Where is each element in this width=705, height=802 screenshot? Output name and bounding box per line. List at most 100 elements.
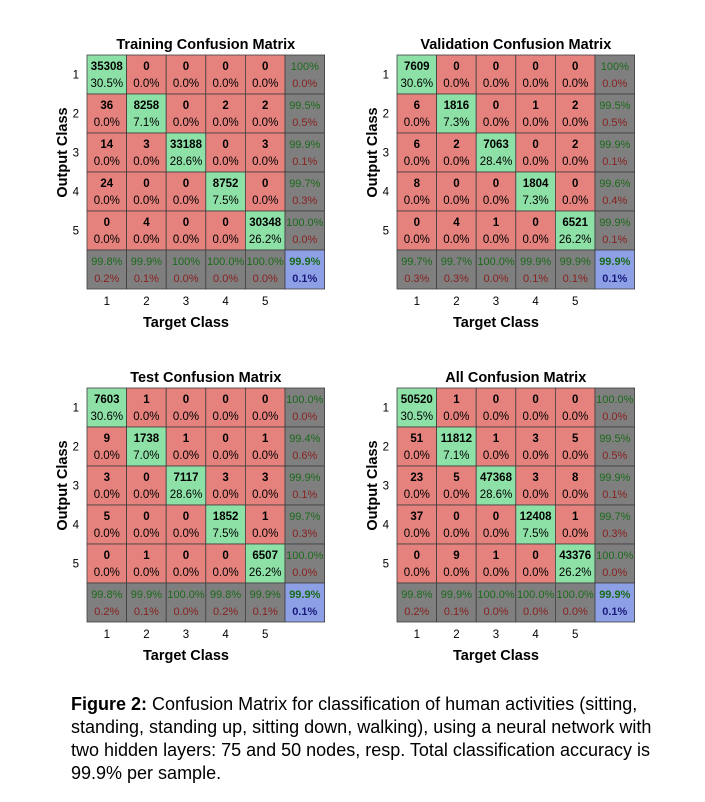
cell-value: 99.9%	[289, 472, 320, 484]
cell-value: 0	[453, 178, 459, 190]
matrix-cell-incorrect	[555, 387, 596, 428]
cell-value: 100.0%	[557, 589, 595, 601]
cell-value: 99.9%	[131, 589, 162, 601]
y-tick-label: 4	[73, 520, 80, 532]
cell-percent: 0.0%	[562, 450, 588, 462]
cell-value: 99.9%	[289, 589, 320, 601]
cell-percent: 0.0%	[94, 528, 120, 540]
row-summary-cell	[594, 543, 635, 584]
cell-value: 0	[222, 550, 228, 562]
cell-percent: 0.0%	[522, 117, 548, 129]
cell-percent: 0.3%	[602, 528, 627, 540]
chart-title: Test Confusion Matrix	[130, 370, 281, 386]
cell-value: 1	[143, 394, 150, 406]
cell-value: 8	[572, 472, 579, 484]
x-tick-label: 3	[183, 629, 189, 641]
cell-percent: 0.0%	[213, 273, 238, 285]
cell-value: 0	[532, 217, 538, 229]
cell-value: 99.8%	[91, 256, 122, 268]
cell-value: 5	[104, 511, 111, 523]
matrix-cell-incorrect	[436, 465, 477, 506]
cell-percent: 0.0%	[292, 234, 317, 246]
cell-percent: 0.0%	[173, 117, 199, 129]
cell-percent: 30.5%	[400, 411, 433, 423]
confusion-matrix-panel: Test Confusion Matrix760330.6%10.0%00.0%…	[55, 370, 325, 664]
cell-value: 5	[453, 472, 460, 484]
cell-percent: 0.0%	[212, 411, 238, 423]
cell-value: 0	[493, 100, 499, 112]
cell-percent: 0.0%	[602, 411, 627, 423]
cell-value: 1	[493, 217, 500, 229]
cell-value: 0	[572, 178, 578, 190]
matrix-cell-incorrect	[126, 171, 167, 212]
y-tick-label: 2	[383, 109, 389, 121]
column-summary-cell	[396, 249, 437, 290]
cell-percent: 0.0%	[133, 528, 159, 540]
cell-percent: 0.1%	[602, 273, 627, 285]
chart-title: Validation Confusion Matrix	[420, 37, 611, 53]
matrix-cell-correct	[205, 171, 246, 212]
y-tick-label: 2	[73, 109, 79, 121]
cell-percent: 0.0%	[94, 156, 120, 168]
cell-percent: 0.0%	[562, 78, 588, 90]
cell-percent: 7.1%	[133, 117, 159, 129]
cell-percent: 0.0%	[292, 411, 317, 423]
cell-value: 1	[143, 550, 150, 562]
confusion-matrix-panel: Training Confusion Matrix3530830.5%00.0%…	[55, 37, 325, 331]
overall-accuracy-cell	[594, 582, 635, 623]
y-axis-label: Output Class	[365, 440, 381, 530]
cell-percent: 0.0%	[443, 234, 469, 246]
x-tick-label: 5	[262, 296, 268, 308]
cell-percent: 28.4%	[480, 156, 513, 168]
matrix-cell-incorrect	[126, 54, 167, 95]
cell-percent: 0.2%	[94, 606, 119, 618]
cell-percent: 0.0%	[523, 606, 548, 618]
x-tick-label: 1	[104, 629, 110, 641]
cell-value: 7117	[174, 472, 199, 484]
cell-percent: 0.0%	[404, 195, 430, 207]
row-summary-cell	[284, 171, 325, 212]
cell-percent: 0.0%	[522, 234, 548, 246]
cell-percent: 0.0%	[212, 78, 238, 90]
y-tick-label: 1	[73, 403, 79, 415]
cell-percent: 0.1%	[134, 273, 159, 285]
cell-value: 99.9%	[560, 256, 591, 268]
cell-percent: 0.3%	[404, 273, 429, 285]
column-summary-cell	[165, 582, 207, 623]
cell-percent: 0.0%	[252, 78, 278, 90]
cell-value: 1	[453, 394, 460, 406]
cell-value: 0	[532, 550, 538, 562]
cell-value: 99.9%	[520, 256, 551, 268]
cell-percent: 0.0%	[443, 567, 469, 579]
matrix-cell-incorrect	[475, 543, 517, 584]
matrix-cell-incorrect	[555, 426, 596, 467]
cell-value: 7609	[404, 61, 430, 73]
matrix-cell-correct	[126, 93, 167, 134]
cell-percent: 0.4%	[602, 195, 627, 207]
cell-percent: 7.1%	[443, 450, 469, 462]
cell-percent: 0.0%	[443, 195, 469, 207]
matrix-cell-incorrect	[244, 171, 286, 212]
cell-percent: 0.0%	[252, 195, 278, 207]
x-tick-label: 2	[143, 629, 149, 641]
cell-percent: 0.0%	[292, 78, 317, 90]
matrix-cell-incorrect	[555, 171, 596, 212]
matrix-cell-correct	[396, 54, 437, 95]
x-tick-label: 4	[532, 629, 539, 641]
cell-percent: 0.0%	[173, 606, 198, 618]
cell-value: 7603	[94, 394, 120, 406]
chart-title: All Confusion Matrix	[445, 370, 586, 386]
cell-value: 0	[453, 61, 459, 73]
cell-value: 100.0%	[517, 589, 555, 601]
cell-value: 43376	[559, 550, 591, 562]
cell-percent: 0.0%	[562, 411, 588, 423]
cell-value: 1	[493, 433, 500, 445]
matrix-cell-incorrect	[396, 132, 437, 173]
cell-percent: 30.5%	[90, 78, 123, 90]
y-tick-label: 1	[383, 70, 389, 82]
matrix-cell-incorrect	[86, 426, 127, 467]
cell-percent: 7.0%	[133, 450, 159, 462]
matrix-cell-incorrect	[396, 93, 437, 134]
cell-percent: 0.0%	[404, 156, 430, 168]
cell-percent: 0.0%	[483, 273, 508, 285]
